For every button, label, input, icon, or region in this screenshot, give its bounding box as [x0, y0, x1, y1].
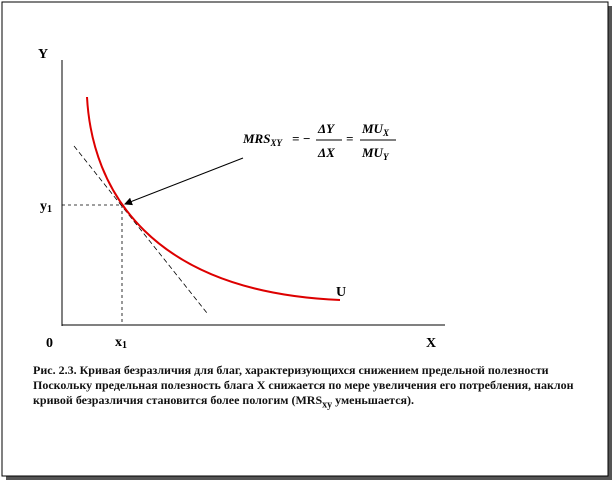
formula-eq: = [346, 131, 353, 146]
body-sub: xy [322, 399, 333, 411]
formula-den: ΔX [317, 145, 335, 160]
caption-title: Рис. 2.3. Кривая безразличия для благ, х… [33, 363, 549, 377]
formula-lhs: MRSXY [242, 131, 283, 148]
tangent [73, 145, 208, 314]
curve-label: U [336, 285, 346, 300]
formula-num: ΔY [317, 121, 335, 136]
formula-eq: = − [292, 131, 311, 146]
caption: Рис. 2.3. Кривая безразличия для благ, х… [33, 363, 581, 412]
formula-den: MUY [361, 145, 390, 162]
arrow [124, 157, 244, 206]
caption-body: Поскольку предельная полезность блага X … [33, 378, 581, 412]
origin-label: 0 [46, 336, 53, 351]
formula-num: MUX [361, 121, 390, 138]
frame [1, 1, 609, 477]
body-end: уменьшается). [332, 393, 415, 407]
y-label: Y [38, 47, 48, 62]
indifference-curve [86, 96, 341, 301]
body-text: Поскольку предельная полезность блага X … [33, 378, 574, 407]
x1-label: x1 [115, 335, 127, 351]
x-label: X [426, 336, 436, 351]
y1-label: y1 [40, 199, 52, 215]
